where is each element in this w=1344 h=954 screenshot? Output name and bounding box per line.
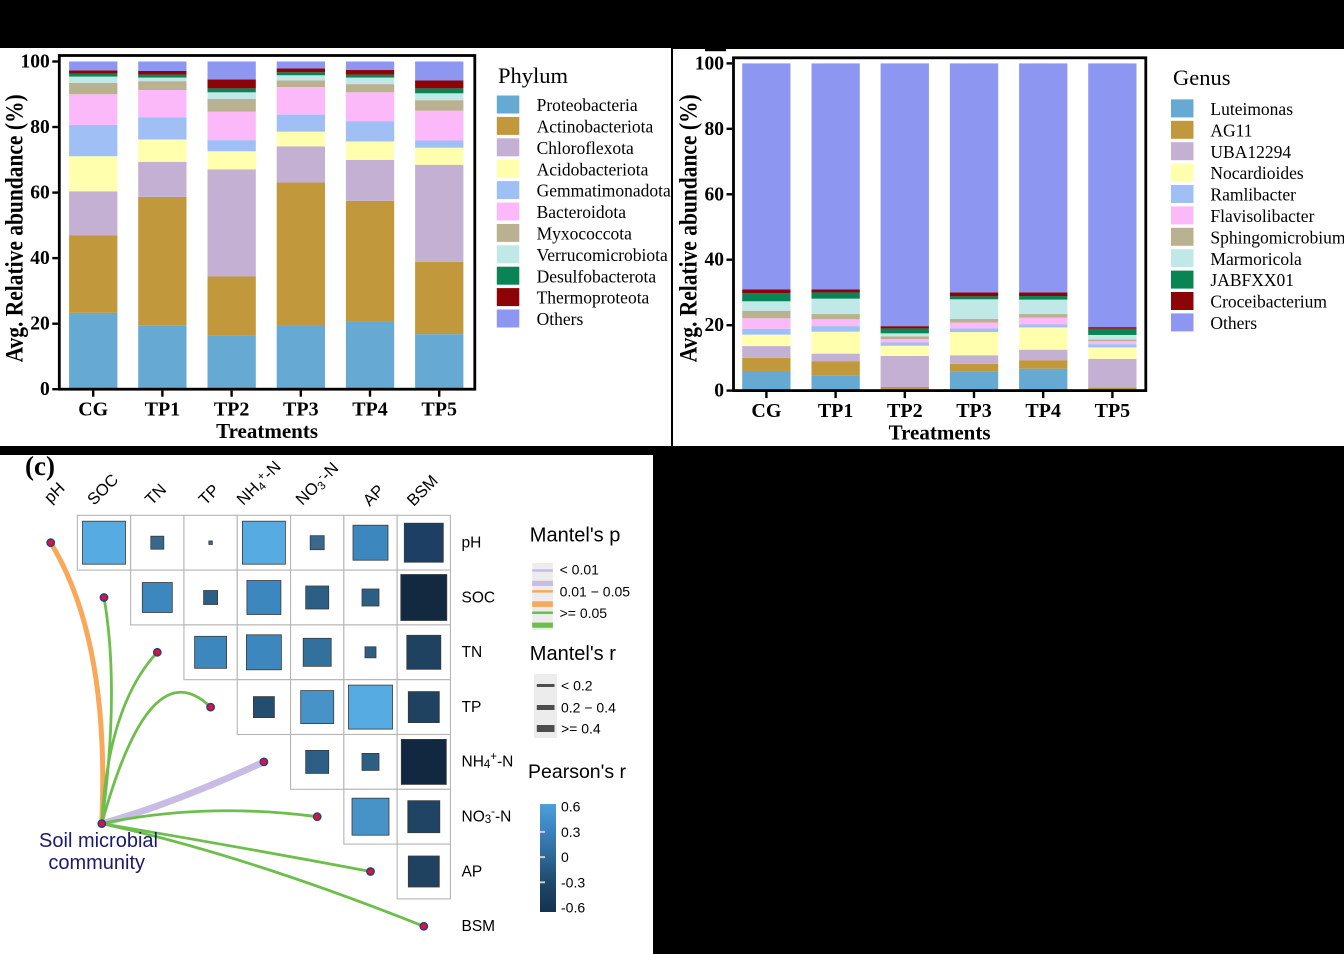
svg-text:Treatments: Treatments — [889, 421, 991, 445]
svg-text:Gemmatimonadota: Gemmatimonadota — [537, 181, 671, 201]
svg-text:60: 60 — [705, 184, 725, 205]
svg-text:-0.3: -0.3 — [561, 874, 585, 890]
svg-text:100: 100 — [695, 53, 724, 74]
svg-text:AG11: AG11 — [1210, 120, 1252, 140]
svg-text:Soil microbial: Soil microbial — [39, 830, 158, 852]
svg-text:Bacteroidota: Bacteroidota — [537, 202, 627, 222]
svg-text:0: 0 — [714, 381, 724, 402]
svg-text:Avg. Relative abundance (%): Avg. Relative abundance (%) — [2, 94, 29, 362]
svg-text:TP5: TP5 — [421, 399, 457, 421]
svg-text:Luteimonas: Luteimonas — [1210, 99, 1293, 119]
svg-text:CG: CG — [78, 399, 108, 421]
svg-text:BSM: BSM — [462, 918, 496, 935]
svg-text:Others: Others — [1210, 313, 1257, 333]
svg-text:TP: TP — [462, 699, 482, 716]
svg-text:20: 20 — [30, 314, 50, 335]
svg-text:NH4+-N: NH4+-N — [233, 458, 286, 511]
svg-text:Pearson's r: Pearson's r — [528, 761, 627, 783]
svg-text:Mantel's p: Mantel's p — [530, 525, 621, 547]
svg-text:NH4+-N: NH4+-N — [462, 751, 514, 771]
svg-text:SOC: SOC — [84, 471, 122, 509]
svg-text:Others: Others — [537, 309, 584, 329]
svg-text:80: 80 — [30, 117, 50, 138]
svg-text:BSM: BSM — [404, 472, 442, 510]
svg-text:40: 40 — [30, 248, 50, 269]
svg-text:NO3--N: NO3--N — [462, 806, 512, 826]
svg-text:20: 20 — [705, 315, 725, 336]
svg-text:Marmoricola: Marmoricola — [1210, 249, 1302, 269]
svg-text:Croceibacterium: Croceibacterium — [1210, 292, 1327, 312]
svg-text:TP4: TP4 — [352, 399, 388, 421]
svg-text:TP2: TP2 — [887, 400, 923, 422]
svg-text:>= 0.05: >= 0.05 — [560, 605, 608, 621]
svg-text:AP: AP — [360, 482, 388, 510]
svg-text:community: community — [48, 852, 145, 874]
svg-text:80: 80 — [705, 119, 725, 140]
svg-text:0.01 − 0.05: 0.01 − 0.05 — [560, 583, 631, 599]
svg-text:(c): (c) — [25, 451, 55, 481]
svg-text:TP4: TP4 — [1025, 400, 1061, 422]
svg-text:0: 0 — [561, 849, 569, 865]
svg-text:TN: TN — [142, 481, 170, 509]
svg-text:>= 0.4: >= 0.4 — [561, 721, 601, 737]
svg-text:-0.6: -0.6 — [561, 900, 585, 916]
svg-text:Nocardioides: Nocardioides — [1210, 163, 1303, 183]
svg-text:pH: pH — [41, 479, 69, 507]
svg-text:40: 40 — [705, 250, 725, 271]
svg-text:Myxococcota: Myxococcota — [537, 224, 632, 244]
svg-text:TP2: TP2 — [214, 399, 250, 421]
svg-text:TP1: TP1 — [818, 400, 854, 422]
svg-text:Proteobacteria: Proteobacteria — [537, 95, 638, 115]
svg-text:AP: AP — [462, 863, 483, 880]
svg-text:Phylum: Phylum — [498, 63, 569, 88]
svg-text:TP3: TP3 — [283, 399, 319, 421]
svg-text:Actinobacteriota: Actinobacteriota — [537, 117, 654, 137]
svg-text:TP5: TP5 — [1095, 400, 1131, 422]
svg-text:JABFXX01: JABFXX01 — [1210, 270, 1294, 290]
svg-text:Treatments: Treatments — [216, 419, 318, 443]
svg-text:Desulfobacterota: Desulfobacterota — [537, 266, 657, 286]
svg-text:pH: pH — [462, 535, 482, 552]
svg-text:Genus: Genus — [1173, 65, 1231, 90]
svg-text:CG: CG — [751, 400, 781, 422]
svg-text:TP1: TP1 — [145, 399, 181, 421]
svg-text:Chloroflexota: Chloroflexota — [537, 138, 634, 158]
svg-text:60: 60 — [30, 183, 50, 204]
svg-text:Avg. Relative abundance (%): Avg. Relative abundance (%) — [675, 94, 702, 362]
svg-text:NO3--N: NO3--N — [292, 459, 343, 510]
svg-text:100: 100 — [21, 52, 50, 73]
svg-text:TP3: TP3 — [956, 400, 992, 422]
svg-text:Sphingomicrobium: Sphingomicrobium — [1210, 227, 1344, 247]
svg-text:Mantel's r: Mantel's r — [530, 643, 616, 665]
svg-text:0.6: 0.6 — [561, 799, 581, 815]
svg-text:TN: TN — [462, 644, 483, 661]
svg-text:< 0.2: < 0.2 — [561, 678, 593, 694]
svg-text:< 0.01: < 0.01 — [560, 562, 600, 578]
svg-text:0: 0 — [40, 379, 50, 400]
svg-text:0.3: 0.3 — [561, 824, 581, 840]
svg-text:Ramlibacter: Ramlibacter — [1210, 185, 1296, 205]
svg-text:TP: TP — [196, 481, 224, 509]
svg-text:Flavisolibacter: Flavisolibacter — [1210, 206, 1314, 226]
svg-text:UBA12294: UBA12294 — [1210, 142, 1291, 162]
svg-text:Thermoproteota: Thermoproteota — [537, 288, 650, 308]
svg-text:0.2 − 0.4: 0.2 − 0.4 — [561, 700, 616, 716]
svg-text:Acidobacteriota: Acidobacteriota — [537, 159, 649, 179]
svg-text:SOC: SOC — [462, 589, 496, 606]
svg-text:Verrucomicrobiota: Verrucomicrobiota — [537, 245, 668, 265]
